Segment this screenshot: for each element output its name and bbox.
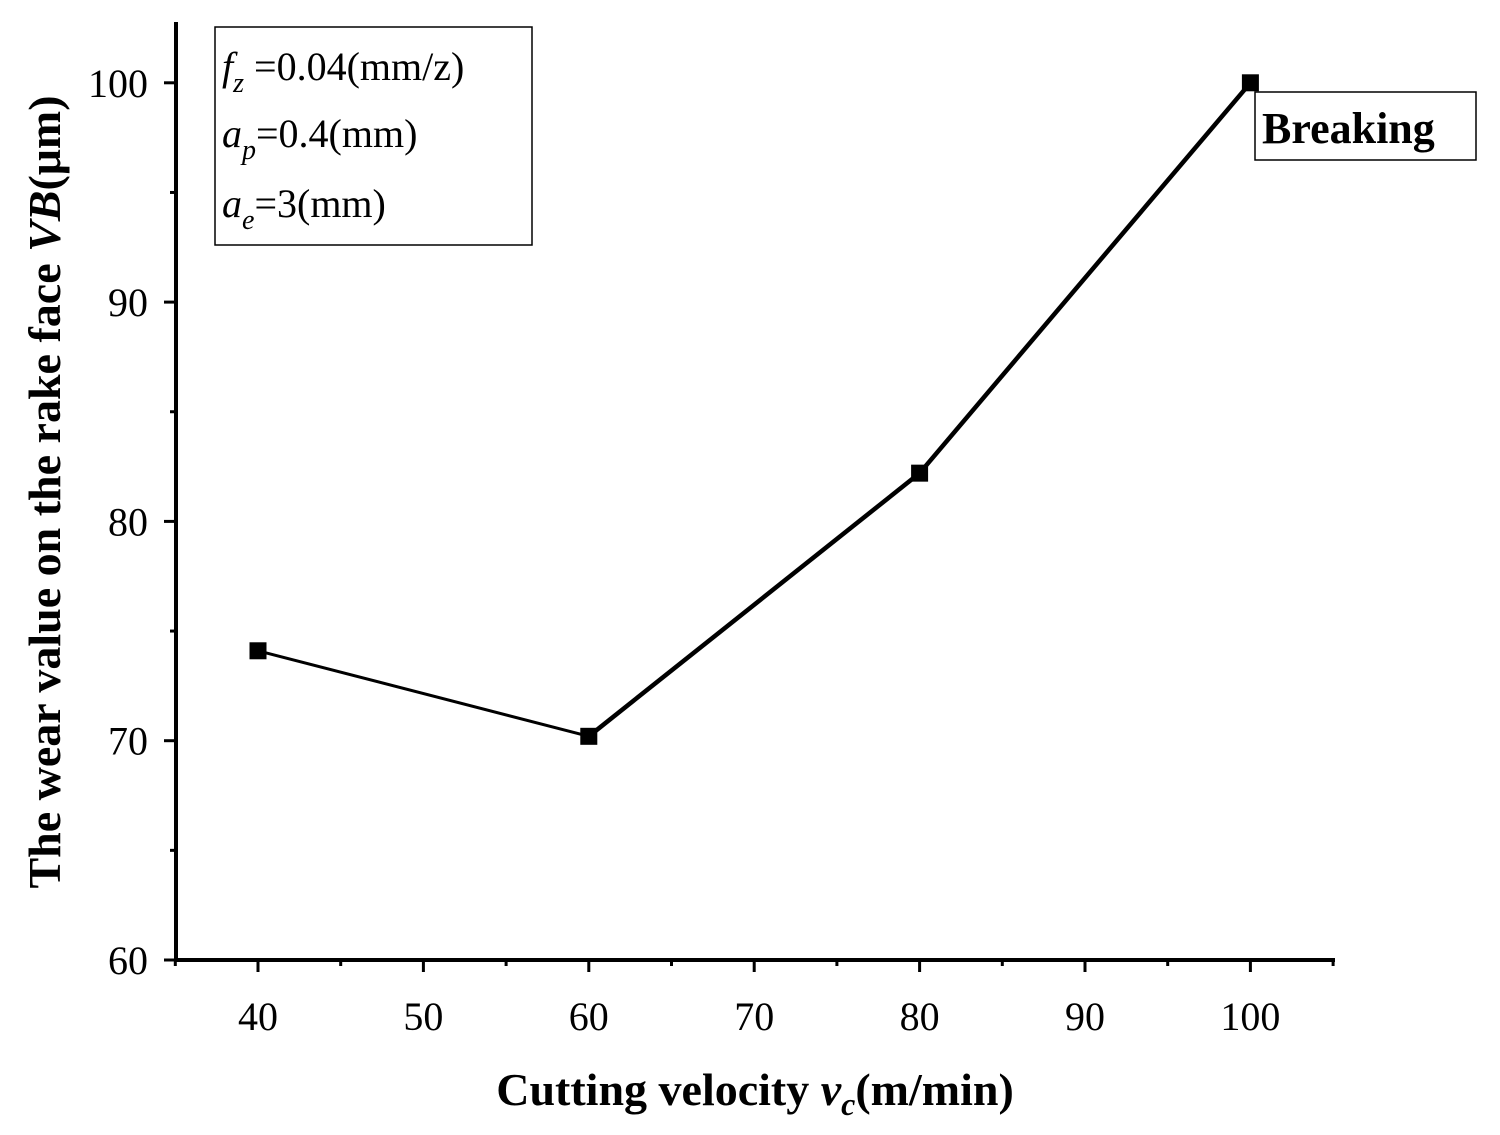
series-line-segment xyxy=(917,81,1253,475)
parameter-box xyxy=(214,26,533,246)
x-tick-label: 40 xyxy=(238,994,278,1039)
y-tick-labels: 60 70 80 90 100 xyxy=(88,61,148,983)
x-tick-labels: 40 50 60 70 80 90 100 xyxy=(238,994,1280,1039)
y-tick-label: 60 xyxy=(108,938,148,983)
data-point-marker xyxy=(1241,74,1259,92)
param-depth-of-cut: ap=0.4(mm) xyxy=(222,111,417,166)
param-width-of-cut: ae=3(mm) xyxy=(222,181,386,236)
y-tick-label: 70 xyxy=(108,719,148,764)
data-point-marker xyxy=(911,464,929,482)
series-line-segment xyxy=(587,471,922,739)
y-tick-label: 90 xyxy=(108,280,148,325)
data-point-marker xyxy=(580,727,598,745)
x-tick-label: 60 xyxy=(569,994,609,1039)
data-point-marker xyxy=(249,642,267,660)
x-tick-label: 100 xyxy=(1220,994,1280,1039)
y-tick-label: 100 xyxy=(88,61,148,106)
series-line-segment xyxy=(257,649,590,738)
y-axis-title: The wear value on the rake face VB(μm) xyxy=(19,95,70,888)
annotation-breaking: Breaking xyxy=(1262,104,1435,153)
x-tick-label: 90 xyxy=(1065,994,1105,1039)
x-tick-label: 80 xyxy=(900,994,940,1039)
x-tick-label: 50 xyxy=(403,994,443,1039)
x-axis-title: Cutting velocity vc(m/min) xyxy=(496,1064,1014,1122)
x-tick-label: 70 xyxy=(734,994,774,1039)
series-layer xyxy=(249,74,1259,745)
y-tick-label: 80 xyxy=(108,499,148,544)
annotation-box xyxy=(1254,91,1477,161)
